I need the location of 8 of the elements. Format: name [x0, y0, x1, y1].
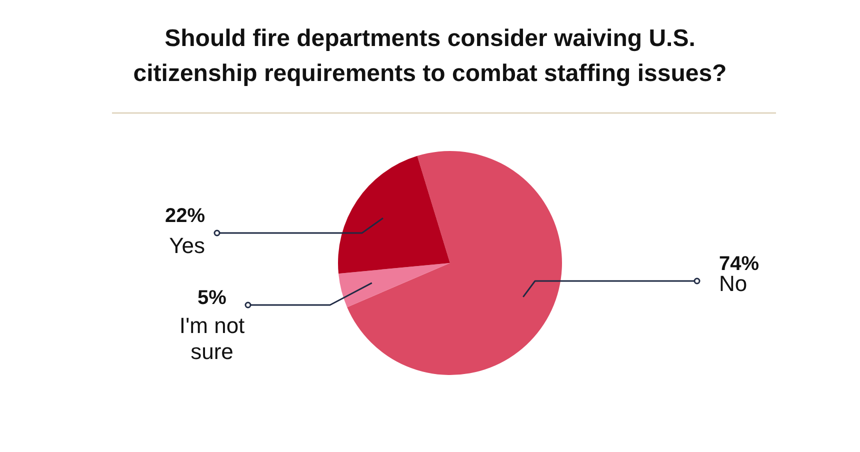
- pie-slice: [338, 263, 450, 308]
- chart-title: Should fire departments consider waiving U.S. citizenship requirements to combat staffing issues?: [133, 25, 727, 87]
- data-label: 22%: [164, 205, 206, 227]
- slice-label: Yes: [169, 233, 205, 258]
- slice-label: I'm not sure: [179, 313, 245, 364]
- pie-slice: [338, 156, 450, 274]
- pie-slice: [347, 151, 562, 375]
- data-label: 5%: [198, 287, 227, 309]
